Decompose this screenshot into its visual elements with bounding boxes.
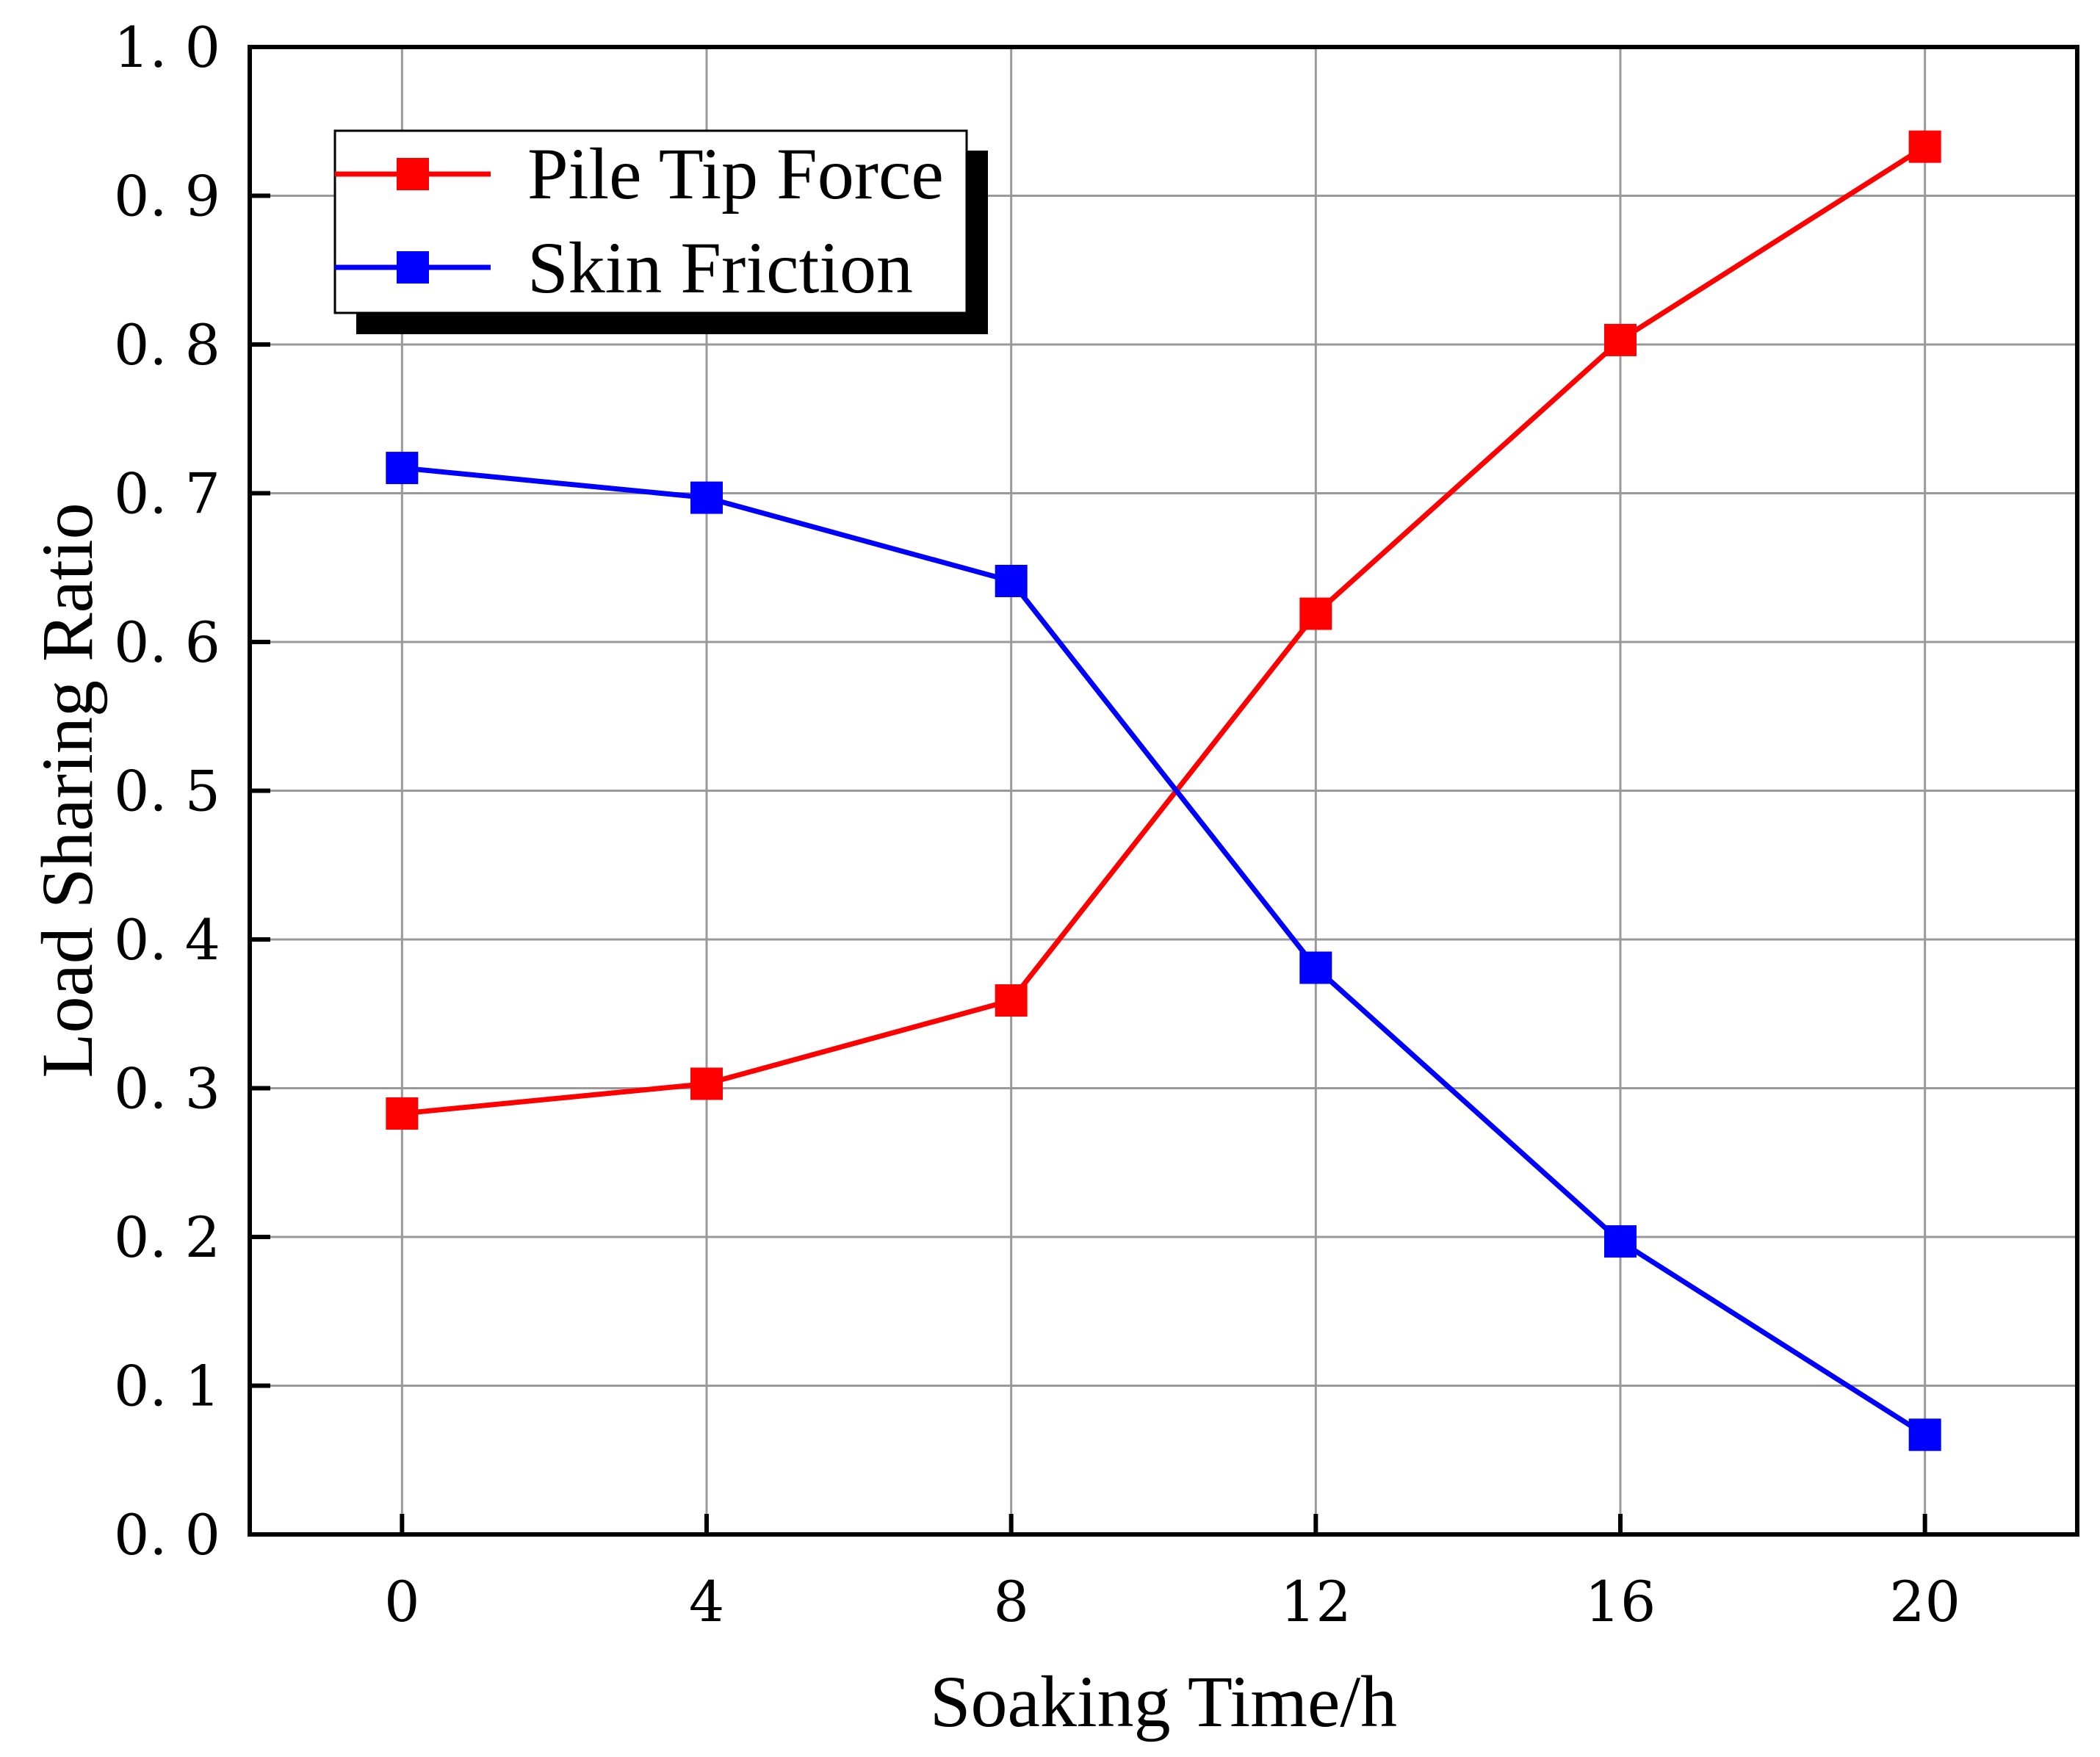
x-tick-labels: 0 4 8 12 16 20 (384, 1569, 1960, 1634)
y-tick-label: 0. 4 (114, 907, 220, 973)
x-tick-label: 16 (1585, 1569, 1656, 1634)
y-axis-title: Load Sharing Ratio (26, 502, 108, 1078)
series-layer (386, 130, 1941, 1451)
legend: Pile Tip Force Skin Friction (333, 129, 988, 334)
data-point-0-5 (1908, 130, 1941, 163)
data-point-0-1 (690, 1067, 723, 1100)
series-line-1 (401, 465, 1927, 1437)
x-tick-label: 8 (993, 1569, 1028, 1634)
data-point-1-1 (690, 481, 723, 514)
data-point-1-3 (1299, 951, 1332, 984)
data-point-0-2 (995, 984, 1028, 1017)
y-tick-label: 0. 1 (114, 1354, 220, 1419)
y-tick-label: 0. 7 (114, 461, 220, 527)
y-tick-label: 0. 6 (114, 610, 220, 675)
y-tick-label: 0. 0 (114, 1502, 220, 1567)
legend-box (333, 129, 968, 314)
y-tick-label: 0. 2 (114, 1205, 220, 1270)
y-tick-label: 1. 0 (114, 15, 220, 80)
legend-marker-pile-tip (397, 158, 429, 190)
data-point-1-2 (995, 564, 1028, 597)
x-tick-label: 0 (384, 1569, 419, 1634)
legend-marker-skin-friction (397, 251, 429, 284)
series-line-0 (401, 144, 1927, 1116)
data-point-0-3 (1299, 597, 1332, 630)
y-tick-label: 0. 9 (114, 164, 220, 229)
legend-label-pile-tip: Pile Tip Force (527, 133, 944, 214)
x-tick-label: 12 (1280, 1569, 1352, 1634)
data-point-1-5 (1908, 1418, 1941, 1451)
x-tick-label: 4 (689, 1569, 724, 1634)
y-tick-label: 0. 3 (114, 1056, 220, 1122)
x-axis-title: Soaking Time/h (930, 1661, 1397, 1742)
data-point-0-0 (386, 1097, 419, 1130)
data-point-1-4 (1604, 1225, 1637, 1258)
data-point-1-0 (386, 452, 419, 485)
y-tick-label: 0. 8 (114, 312, 220, 378)
axis-ticks (250, 45, 1927, 1537)
data-point-0-4 (1604, 323, 1637, 356)
y-tick-labels: 0. 0 0. 1 0. 2 0. 3 0. 4 0. 5 0. 6 0. 7 0. 8 0. 9… (114, 15, 220, 1567)
grid-lines (250, 47, 2077, 1534)
x-tick-label: 20 (1889, 1569, 1960, 1634)
legend-label-skin-friction: Skin Friction (527, 227, 913, 309)
y-tick-label: 0. 5 (114, 759, 220, 824)
